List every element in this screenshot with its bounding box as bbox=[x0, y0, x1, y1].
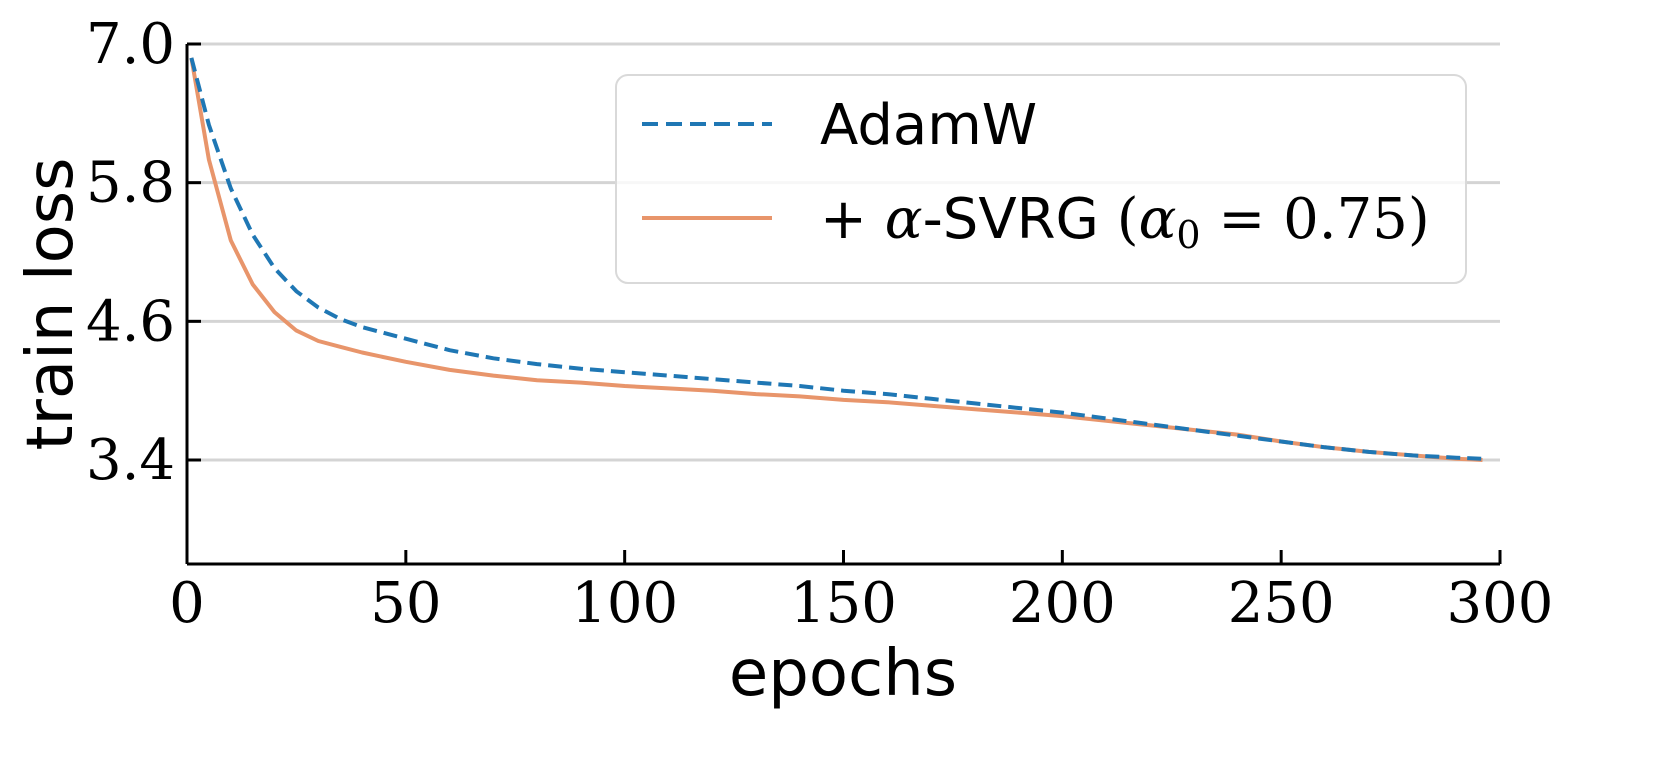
legend-adamw-label: AdamW bbox=[820, 93, 1037, 158]
x-tick-label: 100 bbox=[571, 571, 678, 636]
x-axis-label: epochs bbox=[729, 637, 957, 711]
x-tick-label: 0 bbox=[169, 571, 205, 636]
legend-svrg-alpha0: α bbox=[1139, 187, 1177, 252]
x-ticks: 0 50 100 150 200 250 300 bbox=[169, 550, 1553, 636]
x-tick-label: 300 bbox=[1447, 571, 1554, 636]
x-tick-label: 200 bbox=[1009, 571, 1116, 636]
legend-svrg-label: + α-SVRG (α0 = 0.75) bbox=[820, 187, 1430, 257]
legend-svrg-eq: = bbox=[1201, 187, 1284, 252]
legend-box bbox=[615, 74, 1467, 284]
legend-svrg-value: 0.75 bbox=[1283, 187, 1408, 252]
y-tick-label: 5.8 bbox=[86, 151, 175, 216]
x-tick-label: 50 bbox=[370, 571, 441, 636]
legend-svrg-name: -SVRG bbox=[923, 187, 1117, 252]
legend-svrg-sub: 0 bbox=[1176, 213, 1200, 257]
x-tick-label: 250 bbox=[1228, 571, 1335, 636]
legend-svrg-alpha: α bbox=[885, 187, 923, 252]
legend-svrg-prefix: + bbox=[820, 187, 885, 252]
y-tick-label: 4.6 bbox=[86, 289, 175, 354]
x-tick-label: 150 bbox=[790, 571, 897, 636]
series-line-alpha-svrg bbox=[189, 57, 1483, 462]
legend-svrg-close: ) bbox=[1408, 187, 1430, 252]
y-ticks: 7.0 5.8 4.6 3.4 bbox=[86, 12, 201, 493]
y-axis-label: train loss bbox=[14, 158, 88, 451]
legend: AdamW + α-SVRG (α0 = 0.75) bbox=[615, 74, 1467, 284]
y-tick-label: 3.4 bbox=[86, 428, 175, 493]
y-tick-label: 7.0 bbox=[86, 12, 175, 77]
series-line-adamw bbox=[189, 57, 1483, 461]
series-lines bbox=[189, 57, 1483, 462]
legend-svrg-open: ( bbox=[1117, 187, 1139, 252]
